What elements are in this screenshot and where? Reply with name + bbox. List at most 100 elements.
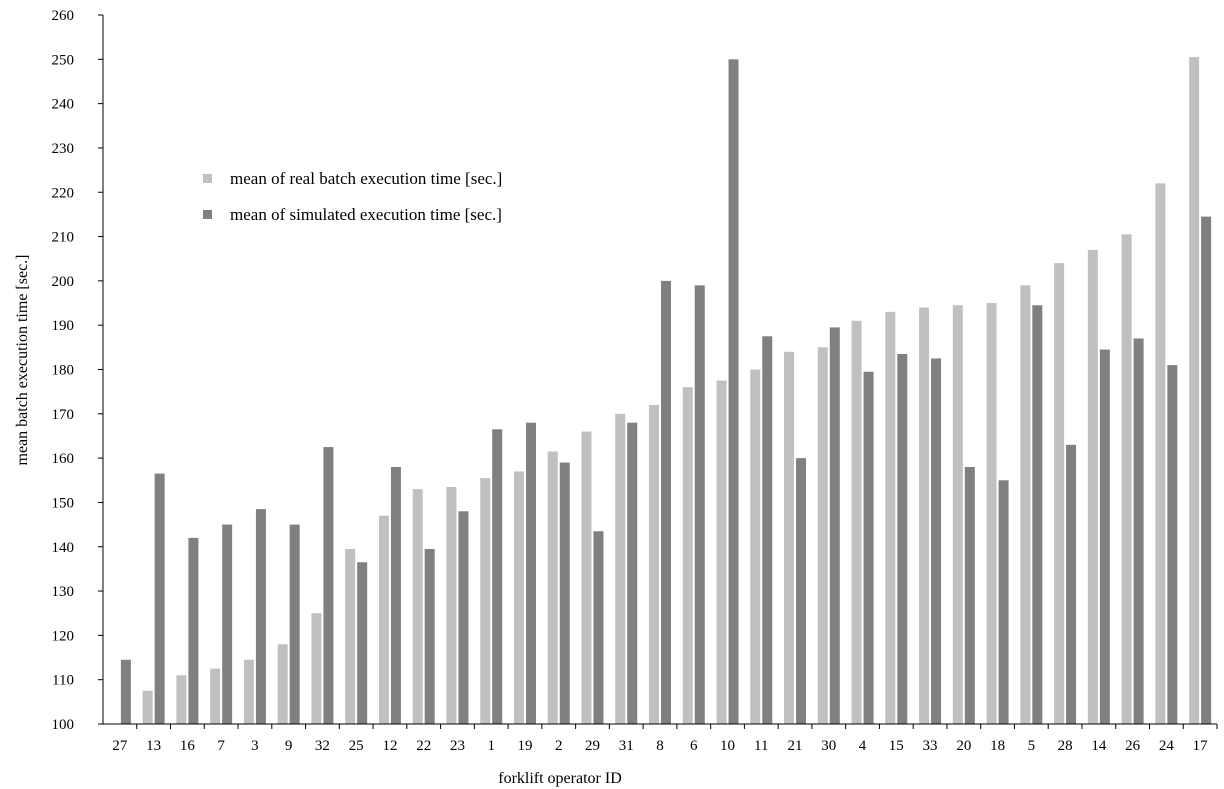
bar-simulated-25	[357, 562, 368, 724]
x-tick-label-19: 19	[517, 738, 532, 754]
bar-simulated-22	[424, 548, 435, 724]
x-tick-label-25: 25	[349, 738, 364, 754]
bar-real-21	[784, 351, 795, 724]
bar-simulated-21	[796, 458, 807, 725]
y-tick-label: 180	[52, 363, 75, 379]
y-tick-label: 240	[52, 97, 75, 113]
bar-simulated-19	[525, 422, 536, 724]
bar-simulated-26	[1133, 338, 1144, 724]
x-tick-label-28: 28	[1058, 738, 1073, 754]
bar-simulated-17	[1201, 216, 1212, 724]
bar-simulated-32	[323, 447, 334, 724]
x-tick-label-7: 7	[217, 738, 225, 754]
bar-real-24	[1155, 183, 1166, 724]
bar-simulated-7	[222, 524, 233, 724]
x-tick-label-18: 18	[990, 738, 1005, 754]
bar-simulated-16	[188, 537, 199, 724]
bar-simulated-24	[1167, 365, 1178, 724]
x-tick-label-21: 21	[788, 738, 803, 754]
x-tick-label-20: 20	[956, 738, 971, 754]
x-tick-label-11: 11	[754, 738, 768, 754]
bar-real-19	[513, 471, 524, 724]
bar-real-16	[176, 675, 187, 724]
bar-simulated-15	[897, 353, 908, 724]
bar-real-33	[919, 307, 930, 724]
x-tick-label-30: 30	[821, 738, 836, 754]
bar-simulated-18	[998, 480, 1009, 724]
bar-real-11	[750, 369, 761, 724]
x-tick-label-12: 12	[382, 738, 397, 754]
legend-label-simulated: mean of simulated execution time [sec.]	[230, 205, 502, 224]
x-tick-label-24: 24	[1159, 738, 1175, 754]
bar-real-4	[851, 320, 862, 724]
x-tick-label-2: 2	[555, 738, 563, 754]
bar-simulated-6	[694, 285, 705, 724]
x-tick-label-4: 4	[859, 738, 867, 754]
y-tick-label: 200	[52, 274, 75, 290]
x-tick-label-10: 10	[720, 738, 735, 754]
y-tick-label: 120	[52, 628, 75, 644]
bar-real-5	[1020, 285, 1031, 724]
bar-real-29	[581, 431, 592, 724]
x-tick-label-6: 6	[690, 738, 698, 754]
bar-real-2	[547, 451, 558, 724]
x-tick-label-1: 1	[487, 738, 495, 754]
bar-simulated-1	[492, 429, 503, 724]
bar-simulated-29	[593, 531, 604, 724]
bar-simulated-11	[762, 336, 773, 724]
bar-simulated-12	[390, 466, 401, 724]
y-tick-label: 220	[52, 185, 75, 201]
y-tick-label: 170	[52, 407, 75, 423]
bar-real-25	[345, 548, 356, 724]
x-tick-label-17: 17	[1193, 738, 1209, 754]
x-tick-label-29: 29	[585, 738, 600, 754]
bar-simulated-10	[728, 59, 739, 725]
bar-real-7	[210, 668, 221, 724]
bar-simulated-31	[627, 422, 638, 724]
bar-real-6	[682, 387, 693, 724]
bar-real-15	[885, 311, 896, 724]
bar-simulated-2	[559, 462, 570, 724]
bar-real-12	[378, 515, 389, 724]
x-tick-label-32: 32	[315, 738, 330, 754]
y-tick-label: 230	[52, 141, 75, 157]
bar-real-26	[1121, 234, 1132, 724]
bar-simulated-28	[1066, 444, 1077, 724]
y-tick-label: 250	[52, 52, 75, 68]
y-tick-label: 140	[52, 540, 75, 556]
bar-simulated-20	[964, 466, 975, 724]
x-tick-label-13: 13	[146, 738, 161, 754]
y-tick-label: 210	[52, 230, 75, 246]
y-tick-label: 110	[52, 673, 74, 689]
bar-real-30	[817, 347, 828, 724]
y-tick-label: 130	[52, 584, 75, 600]
bars-group	[120, 57, 1212, 725]
x-axis-ticks: 27 13 16 7 3 9 32 25 12 22 23 1 19 2 29 31 8 6 10 11 21 30 4 15…	[112, 724, 1218, 754]
bar-real-8	[649, 404, 659, 724]
bar-real-17	[1189, 57, 1200, 725]
bar-simulated-23	[458, 511, 469, 724]
x-tick-label-23: 23	[450, 738, 465, 754]
x-tick-label-31: 31	[619, 738, 634, 754]
bar-simulated-14	[1099, 349, 1110, 724]
bar-real-3	[243, 659, 254, 724]
x-axis-title: forklift operator ID	[498, 770, 622, 787]
bar-simulated-5	[1032, 305, 1043, 724]
bar-simulated-27	[120, 659, 131, 724]
legend-swatch-real	[203, 174, 212, 183]
x-tick-label-5: 5	[1028, 738, 1036, 754]
legend-swatch-simulated	[203, 210, 212, 219]
x-tick-label-33: 33	[923, 738, 938, 754]
y-axis-ticks: 100 110 120 130 140 150 160 170 180 190 200 210 220 2…	[52, 8, 103, 733]
bar-simulated-9	[289, 524, 300, 724]
y-axis-title: mean batch execution time [sec.]	[14, 254, 31, 465]
y-tick-label: 100	[52, 717, 75, 733]
bar-real-10	[716, 380, 727, 724]
bar-real-20	[952, 305, 963, 724]
x-tick-label-27: 27	[112, 738, 128, 754]
bar-real-31	[615, 413, 626, 724]
bar-real-23	[446, 486, 457, 724]
bar-real-32	[311, 613, 322, 724]
legend-label-real: mean of real batch execution time [sec.]	[230, 169, 502, 188]
